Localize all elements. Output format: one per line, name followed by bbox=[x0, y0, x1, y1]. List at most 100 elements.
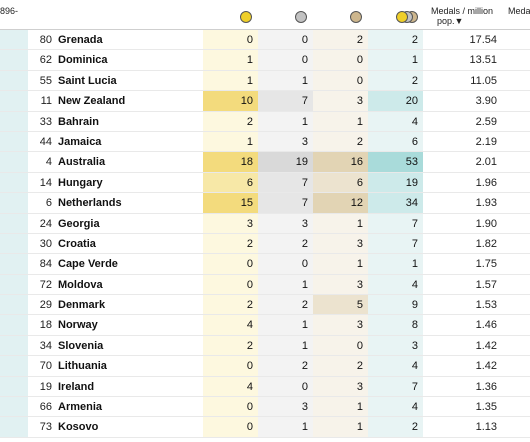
silver-medals-cell: 7 bbox=[258, 91, 313, 112]
total-medals-cell: 2 bbox=[368, 417, 423, 438]
table-row: 84 Cape Verde 0 0 1 1 1.75 bbox=[0, 254, 530, 275]
table-row: 33 Bahrain 2 1 1 4 2.59 bbox=[0, 111, 530, 132]
gold-medals-cell: 4 bbox=[203, 376, 258, 398]
total-medals-cell: 7 bbox=[368, 233, 423, 255]
row-divider bbox=[0, 436, 530, 438]
table-row: 62 Dominica 1 0 0 1 13.51 bbox=[0, 50, 530, 71]
table-row: 66 Armenia 0 3 1 4 1.35 bbox=[0, 397, 530, 418]
row-divider bbox=[0, 171, 530, 173]
medals-per-million-cell: 1.82 bbox=[475, 237, 497, 250]
row-divider bbox=[0, 192, 530, 194]
left-column-strip bbox=[0, 131, 28, 153]
left-column-strip bbox=[0, 172, 28, 194]
table-row: 19 Ireland 4 0 3 7 1.36 bbox=[0, 376, 530, 398]
gold-medals-cell: 0 bbox=[203, 356, 258, 377]
left-column-strip bbox=[0, 376, 28, 398]
left-column-strip bbox=[0, 295, 28, 316]
gold-medals-cell: 4 bbox=[203, 315, 258, 336]
total-medals-cell: 4 bbox=[368, 274, 423, 296]
right-column-strip bbox=[506, 213, 530, 234]
row-divider bbox=[0, 375, 530, 377]
per-million-sort-header-line2[interactable]: pop.▼ bbox=[437, 16, 464, 26]
row-divider bbox=[0, 273, 530, 275]
right-column-strip bbox=[506, 274, 530, 296]
per-million-sort-header[interactable]: Medals / million bbox=[431, 6, 494, 16]
country-cell: Grenada bbox=[58, 34, 103, 46]
row-divider bbox=[0, 355, 530, 357]
silver-medals-cell: 2 bbox=[258, 233, 313, 255]
medals-per-million-cell: 1.93 bbox=[475, 197, 497, 210]
row-divider bbox=[0, 49, 530, 51]
total-medals-cell: 4 bbox=[368, 111, 423, 132]
country-cell: Armenia bbox=[58, 401, 103, 414]
rank-cell: 18 bbox=[39, 319, 52, 332]
country-cell: Australia bbox=[58, 156, 106, 169]
bronze-medals-cell: 6 bbox=[313, 172, 368, 194]
medals-per-million-cell: 11.05 bbox=[470, 74, 497, 87]
medals-per-million-cell: 1.35 bbox=[475, 401, 497, 414]
gold-medals-cell: 2 bbox=[203, 295, 258, 316]
gold-medals-cell: 10 bbox=[203, 91, 258, 112]
table-row: 34 Slovenia 2 1 0 3 1.42 bbox=[0, 335, 530, 357]
rank-cell: 4 bbox=[45, 156, 52, 169]
right-column-strip bbox=[506, 70, 530, 92]
gold-medals-cell: 1 bbox=[203, 50, 258, 71]
gold-medals-cell: 0 bbox=[203, 254, 258, 275]
left-column-strip bbox=[0, 50, 28, 71]
silver-medals-cell: 1 bbox=[258, 315, 313, 336]
country-cell: Moldova bbox=[58, 278, 103, 291]
rank-cell: 33 bbox=[39, 115, 52, 128]
silver-medals-cell: 7 bbox=[258, 172, 313, 194]
bronze-medals-cell: 3 bbox=[313, 376, 368, 398]
silver-medals-cell: 1 bbox=[258, 70, 313, 92]
next-column-header[interactable]: Meda bbox=[508, 6, 530, 16]
silver-medals-cell: 0 bbox=[258, 376, 313, 398]
total-medals-cell: 2 bbox=[368, 30, 423, 51]
table-row: 11 New Zealand 10 7 3 20 3.90 bbox=[0, 91, 530, 112]
total-medals-cell: 4 bbox=[368, 356, 423, 377]
bronze-medals-cell: 0 bbox=[313, 70, 368, 92]
bronze-medals-cell: 3 bbox=[313, 91, 368, 112]
gold-medals-cell: 18 bbox=[203, 152, 258, 173]
medals-per-million-cell: 2.19 bbox=[475, 135, 497, 148]
total-medals-cell: 8 bbox=[368, 315, 423, 336]
left-column-strip bbox=[0, 356, 28, 377]
rank-cell: 55 bbox=[39, 74, 52, 87]
table-row: 44 Jamaica 1 3 2 6 2.19 bbox=[0, 131, 530, 153]
gold-medals-cell: 0 bbox=[203, 397, 258, 418]
right-column-strip bbox=[506, 111, 530, 132]
left-column-strip bbox=[0, 30, 28, 51]
medals-per-million-cell: 1.57 bbox=[475, 278, 497, 291]
total-medals-cell: 7 bbox=[368, 376, 423, 398]
bronze-medals-cell: 3 bbox=[313, 274, 368, 296]
country-cell: Cape Verde bbox=[58, 258, 118, 271]
medal-table-body: 80 Grenada 0 0 2 2 17.54 62 Dominica 1 0 0 1 13.51 55 S… bbox=[0, 30, 530, 438]
rank-cell: 66 bbox=[39, 401, 52, 414]
total-medals-cell: 2 bbox=[368, 70, 423, 92]
rank-cell: 80 bbox=[39, 34, 52, 46]
country-cell: Norway bbox=[58, 319, 98, 332]
total-medals-cell: 7 bbox=[368, 213, 423, 234]
gold-medals-cell: 1 bbox=[203, 131, 258, 153]
silver-medals-cell: 1 bbox=[258, 274, 313, 296]
silver-medals-cell: 3 bbox=[258, 131, 313, 153]
row-divider bbox=[0, 334, 530, 336]
total-medals-cell: 19 bbox=[368, 172, 423, 194]
right-column-strip bbox=[506, 91, 530, 112]
right-column-strip bbox=[506, 356, 530, 377]
left-column-strip bbox=[0, 70, 28, 92]
silver-medals-cell: 3 bbox=[258, 397, 313, 418]
country-cell: Bahrain bbox=[58, 115, 99, 128]
right-column-strip bbox=[506, 315, 530, 336]
row-divider bbox=[0, 110, 530, 112]
left-column-strip bbox=[0, 397, 28, 418]
right-column-strip bbox=[506, 376, 530, 398]
row-divider bbox=[0, 416, 530, 418]
row-divider bbox=[0, 294, 530, 296]
table-row: 4 Australia 18 19 16 53 2.01 bbox=[0, 152, 530, 173]
medals-per-million-cell: 1.53 bbox=[475, 299, 497, 312]
country-cell: Croatia bbox=[58, 237, 96, 250]
right-column-strip bbox=[506, 417, 530, 438]
gold-medal-icon bbox=[240, 11, 252, 23]
row-divider bbox=[0, 253, 530, 255]
